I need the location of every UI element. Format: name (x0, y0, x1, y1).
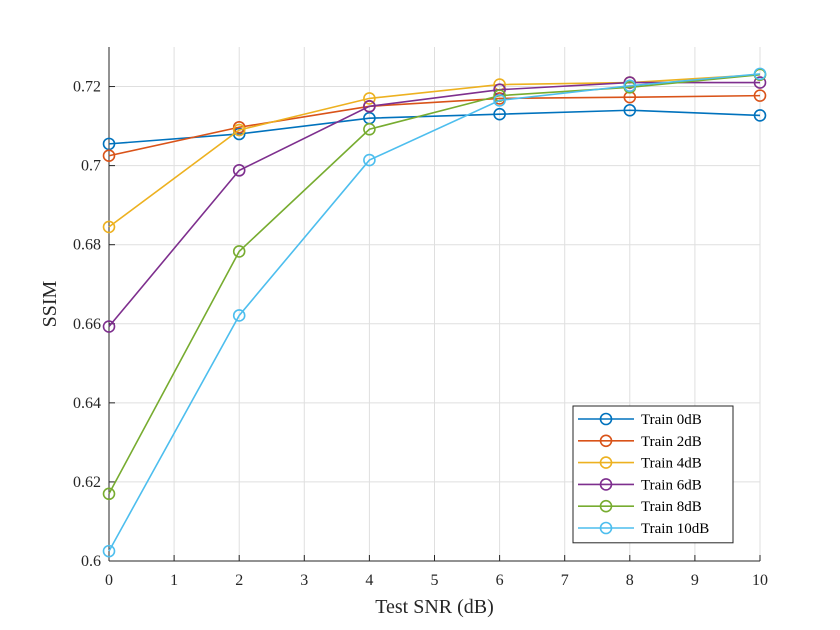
x-tick-label: 2 (235, 572, 243, 589)
legend-marker (599, 412, 613, 426)
data-point (232, 164, 246, 177)
series-group (102, 67, 767, 558)
y-tick-label: 0.68 (73, 237, 101, 254)
y-tick-label: 0.64 (73, 395, 101, 412)
data-point (232, 309, 246, 322)
legend: Train 0dB Train 2dB Train 4dB Train 6dB Trai… (572, 405, 734, 544)
data-point (232, 245, 246, 258)
legend-label: Train 4dB (641, 456, 702, 472)
data-point (102, 320, 116, 333)
series-line (108, 94, 761, 157)
y-tick-label: 0.7 (81, 158, 101, 175)
y-tick-label: 0.72 (73, 79, 101, 96)
legend-marker (599, 434, 613, 448)
legend-label: Train 0dB (641, 412, 702, 428)
y-tick-label: 0.62 (73, 474, 101, 491)
legend-marker (599, 456, 613, 469)
x-tick-label: 6 (496, 572, 504, 589)
data-point (102, 220, 116, 234)
series-line (108, 73, 761, 495)
x-tick-label: 5 (431, 572, 439, 589)
data-point (753, 109, 767, 122)
data-point (623, 79, 637, 93)
x-tick-label: 4 (365, 572, 373, 589)
data-point (623, 103, 637, 117)
data-point (102, 544, 116, 558)
data-point (102, 137, 116, 151)
legend-label: Train 6dB (641, 477, 702, 493)
legend-marker (599, 521, 613, 535)
data-point (493, 94, 506, 107)
legend-item: Train 2dB (578, 434, 702, 450)
data-point (753, 76, 767, 89)
legend-marker (599, 499, 613, 513)
series-line (108, 73, 761, 228)
data-point (753, 67, 767, 81)
data-point (102, 149, 116, 163)
data-point (363, 92, 376, 105)
y-tick-label: 0.6 (81, 553, 101, 570)
legend-item: Train 0dB (578, 412, 702, 428)
series-line (108, 81, 760, 328)
series-train-10db (102, 67, 767, 558)
data-point (753, 89, 767, 102)
x-tick-label: 7 (561, 572, 569, 589)
axes: 0 1 2 3 4 5 6 7 8 9 10 0.6 0.62 0.64 0.66 0.68 0.7 0.72 (73, 47, 768, 589)
x-tick-label: 1 (170, 572, 178, 589)
legend-item: Train 4dB (578, 456, 702, 472)
data-point (102, 487, 116, 501)
legend-item: Train 8dB (578, 499, 702, 515)
y-axis-title: SSIM (39, 280, 61, 327)
legend-label: Train 10dB (641, 521, 709, 537)
legend-item: Train 10dB (578, 521, 709, 537)
series-line (108, 109, 761, 145)
data-point (493, 107, 506, 121)
series-line (108, 73, 761, 552)
x-tick-label: 10 (752, 572, 768, 589)
legend-box (572, 405, 734, 544)
x-tick-label: 9 (691, 572, 699, 589)
data-point (363, 122, 376, 136)
legend-label: Train 8dB (641, 499, 702, 515)
legend-label: Train 2dB (641, 434, 702, 450)
legend-marker (599, 478, 613, 491)
x-tick-label: 3 (300, 572, 308, 589)
data-point (232, 123, 246, 137)
x-axis-title: Test SNR (dB) (375, 596, 494, 618)
data-point (363, 153, 376, 167)
legend-item: Train 6dB (578, 477, 702, 493)
data-point (363, 100, 376, 113)
y-tick-label: 0.66 (73, 316, 101, 333)
x-tick-label: 8 (626, 572, 634, 589)
x-tick-label: 0 (105, 572, 113, 589)
